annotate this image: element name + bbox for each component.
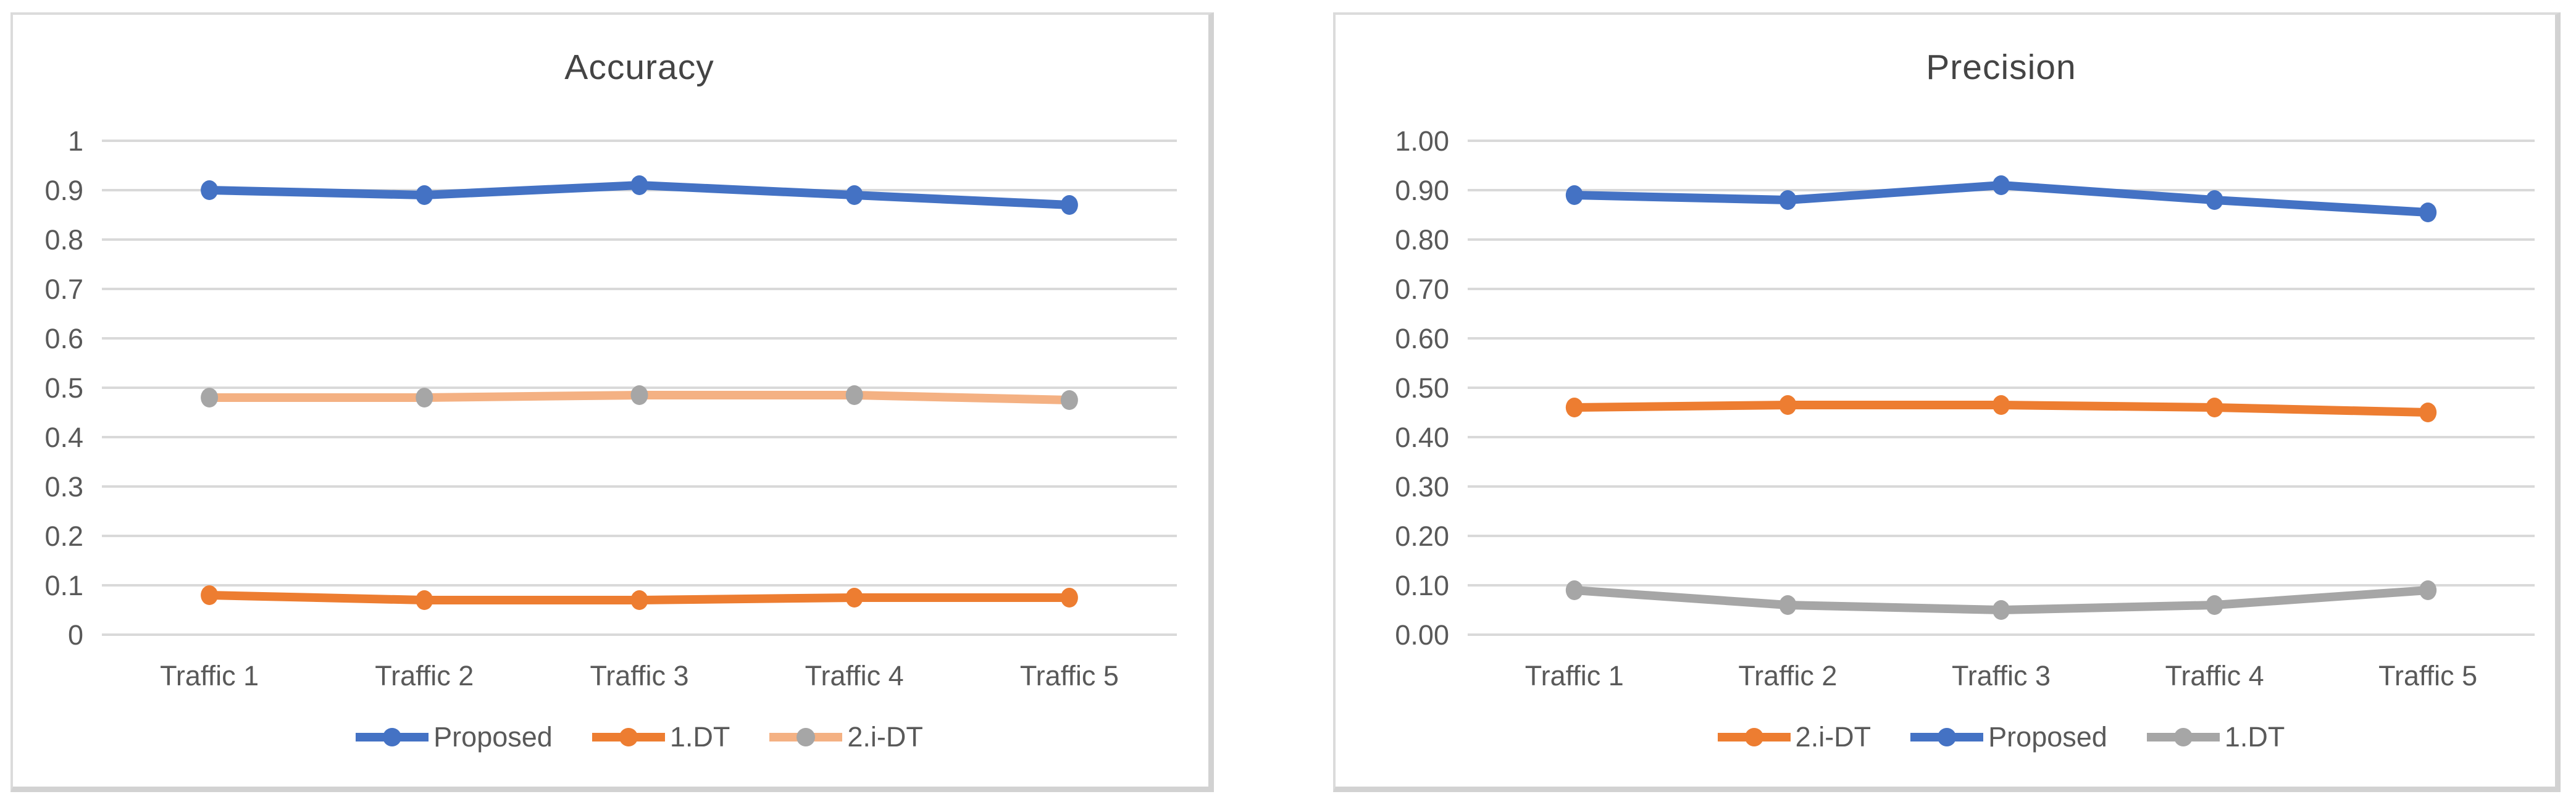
legend-dot-swatch <box>1938 728 1957 746</box>
precision-plot-area: 1.00 0.90 0.80 0.70 0.60 0.50 0.40 0.30 0.20 0.10… <box>1395 125 2535 691</box>
data-point-marker <box>1993 175 2010 195</box>
data-point-marker <box>2206 595 2223 615</box>
legend-dot-swatch <box>619 728 638 746</box>
legend-label: 1.DT <box>2224 721 2285 753</box>
data-point-marker <box>1565 185 1583 205</box>
precision-chart-legend: 2.i-DT Proposed 1.DT <box>1468 711 2535 763</box>
y-axis-tick-label: 0.80 <box>1395 224 1449 256</box>
legend-item-1-dt: 1.DT <box>592 721 730 753</box>
x-axis-label: Traffic 1 <box>160 660 259 691</box>
data-point-marker <box>2419 203 2437 222</box>
data-point-marker <box>201 180 219 200</box>
y-axis-tick-label: 1 <box>68 125 83 157</box>
data-point-marker <box>845 588 863 608</box>
y-axis-tick-label: 0.8 <box>44 224 83 256</box>
y-axis-tick-label: 0.40 <box>1395 422 1449 453</box>
accuracy-chart-title: Accuracy <box>564 48 714 87</box>
y-axis-tick-label: 0.1 <box>44 570 83 601</box>
legend-marker-icon <box>769 725 843 749</box>
x-axis-label: Traffic 5 <box>1020 660 1119 691</box>
y-axis-tick-label: 0 <box>68 619 83 651</box>
data-point-marker <box>1565 580 1583 600</box>
legend-label: Proposed <box>1988 721 2107 753</box>
accuracy-chart-legend: Proposed 1.DT 2.i-DT <box>102 711 1177 763</box>
data-point-marker <box>1993 395 2010 415</box>
data-point-marker <box>1779 395 1797 415</box>
y-axis-tick-label: 0.4 <box>44 422 83 453</box>
y-axis-tick-label: 0.7 <box>44 274 83 305</box>
y-axis-tick-label: 0.9 <box>44 175 83 206</box>
data-point-marker <box>1060 390 1078 410</box>
legend-item-2-i-dt: 2.i-DT <box>1717 721 1871 753</box>
accuracy-chart-panel: Accuracy 1 0.9 0.8 0.7 0.6 0.5 0.4 0.3 0.2 0.1 0 Tr… <box>10 12 1214 792</box>
legend-item-1-dt: 1.DT <box>2146 721 2285 753</box>
legend-marker-icon <box>2146 725 2220 749</box>
x-axis-label: Traffic 3 <box>1952 660 2051 691</box>
legend-marker-icon <box>356 725 429 749</box>
data-point-marker <box>1565 398 1583 417</box>
y-axis-tick-label: 0.50 <box>1395 372 1449 404</box>
data-point-marker <box>630 385 648 405</box>
data-point-marker <box>845 185 863 205</box>
legend-label: 2.i-DT <box>847 721 923 753</box>
data-point-marker <box>1993 600 2010 620</box>
data-point-marker <box>416 185 433 205</box>
legend-label: Proposed <box>433 721 553 753</box>
legend-dot-swatch <box>797 728 816 746</box>
x-axis-label: Traffic 5 <box>2378 660 2477 691</box>
x-axis-label: Traffic 1 <box>1525 660 1624 691</box>
y-axis-tick-label: 0.70 <box>1395 274 1449 305</box>
legend-dot-swatch <box>2173 728 2193 746</box>
data-point-marker <box>201 585 219 605</box>
y-axis-tick-label: 0.90 <box>1395 175 1449 206</box>
legend-item-proposed: Proposed <box>356 721 553 753</box>
data-point-marker <box>416 388 433 407</box>
y-axis-tick-label: 1.00 <box>1395 125 1449 157</box>
data-point-marker <box>2419 580 2437 600</box>
y-axis-tick-label: 0.30 <box>1395 471 1449 503</box>
data-point-marker <box>845 385 863 405</box>
legend-marker-icon <box>1717 725 1791 749</box>
data-point-marker <box>1779 190 1797 210</box>
y-axis-tick-label: 0.2 <box>44 520 83 552</box>
data-point-marker <box>201 388 219 407</box>
legend-label: 1.DT <box>669 721 730 753</box>
legend-marker-icon <box>592 725 665 749</box>
data-point-marker <box>2206 398 2223 417</box>
y-axis-tick-label: 0.3 <box>44 471 83 503</box>
y-axis-tick-label: 0.60 <box>1395 323 1449 354</box>
y-axis-tick-label: 0.00 <box>1395 619 1449 651</box>
legend-label: 2.i-DT <box>1795 721 1871 753</box>
y-axis-tick-label: 0.20 <box>1395 520 1449 552</box>
legend-marker-icon <box>1910 725 1984 749</box>
legend-item-proposed: Proposed <box>1910 721 2107 753</box>
legend-dot-swatch <box>1744 728 1763 746</box>
legend-dot-swatch <box>383 728 402 746</box>
x-axis-label: Traffic 4 <box>805 660 904 691</box>
y-axis-tick-label: 0.10 <box>1395 570 1449 601</box>
x-axis-label: Traffic 2 <box>1738 660 1837 691</box>
accuracy-plot-area: 1 0.9 0.8 0.7 0.6 0.5 0.4 0.3 0.2 0.1 0 Traffic 1 Tr… <box>44 125 1177 691</box>
x-axis-label: Traffic 4 <box>2165 660 2264 691</box>
precision-chart-title: Precision <box>1926 48 2076 87</box>
x-axis-label: Traffic 2 <box>375 660 474 691</box>
data-point-marker <box>2206 190 2223 210</box>
legend-item-2-i-dt: 2.i-DT <box>769 721 923 753</box>
data-point-marker <box>1060 195 1078 215</box>
y-axis-tick-label: 0.5 <box>44 372 83 404</box>
data-point-marker <box>416 590 433 610</box>
y-axis-tick-label: 0.6 <box>44 323 83 354</box>
data-point-marker <box>630 175 648 195</box>
precision-chart-panel: Precision 1.00 0.90 0.80 0.70 0.60 0.50 0.40 0.… <box>1333 12 2561 792</box>
data-point-marker <box>630 590 648 610</box>
x-axis-label: Traffic 3 <box>590 660 688 691</box>
data-point-marker <box>1779 595 1797 615</box>
data-point-marker <box>1060 588 1078 608</box>
data-point-marker <box>2419 403 2437 422</box>
